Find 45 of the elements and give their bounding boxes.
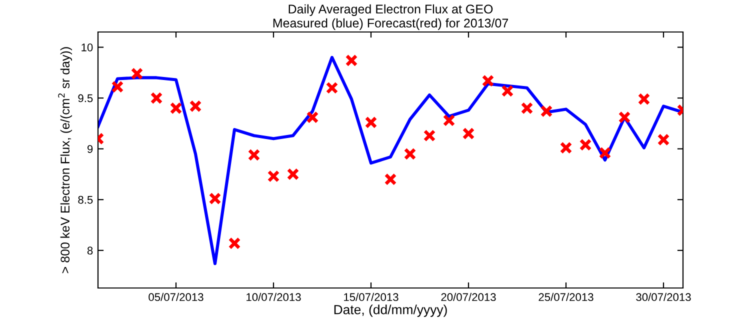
point [306, 111, 319, 124]
point [462, 127, 475, 140]
point [248, 148, 260, 162]
point [423, 129, 436, 142]
point [286, 168, 300, 180]
point [560, 142, 572, 154]
point [326, 82, 338, 94]
point [150, 92, 163, 104]
point [111, 80, 124, 94]
point [520, 102, 534, 114]
y-tick-label: 8 [87, 246, 93, 255]
y-axis-title: > 800 keV Electron Flux, (e/(cm$^{2}$ sr day)) [58, 47, 72, 274]
point [345, 54, 358, 67]
chart-subtitle: Measured (blue) Forecast(red) for 2013/07 [273, 18, 508, 30]
x-tick-label: 30/07/2013 [636, 292, 691, 302]
x-tick-label: 15/07/2013 [344, 292, 398, 302]
point [170, 102, 182, 114]
chart-title: Daily Averaged Electron Flux at GEO [288, 4, 493, 16]
point [501, 84, 514, 98]
point [267, 170, 280, 182]
point [579, 138, 592, 151]
point [228, 237, 241, 250]
point [657, 134, 670, 146]
point [618, 111, 631, 124]
x-tick-label: 05/07/2013 [148, 292, 204, 302]
point [130, 67, 144, 80]
point [638, 92, 650, 106]
y-tick-label: 9.5 [78, 94, 93, 102]
x-tick-label: 10/07/2013 [246, 292, 301, 302]
point [384, 173, 397, 186]
y-tick-label: 8.5 [78, 196, 93, 204]
point [208, 192, 222, 205]
point [442, 114, 456, 127]
x-axis-title: Date, (dd/mm/yyyy) [334, 304, 447, 317]
point [189, 100, 202, 112]
y-tick-label: 9 [87, 145, 93, 153]
point [540, 105, 553, 118]
point [482, 74, 494, 87]
line-series [98, 56, 683, 266]
point [404, 148, 416, 160]
point [364, 116, 378, 129]
y-tick-label: 10 [82, 44, 93, 52]
x-tick-label: 25/07/2013 [538, 292, 594, 302]
point [598, 146, 612, 160]
x-tick-label: 20/07/2013 [441, 292, 496, 302]
